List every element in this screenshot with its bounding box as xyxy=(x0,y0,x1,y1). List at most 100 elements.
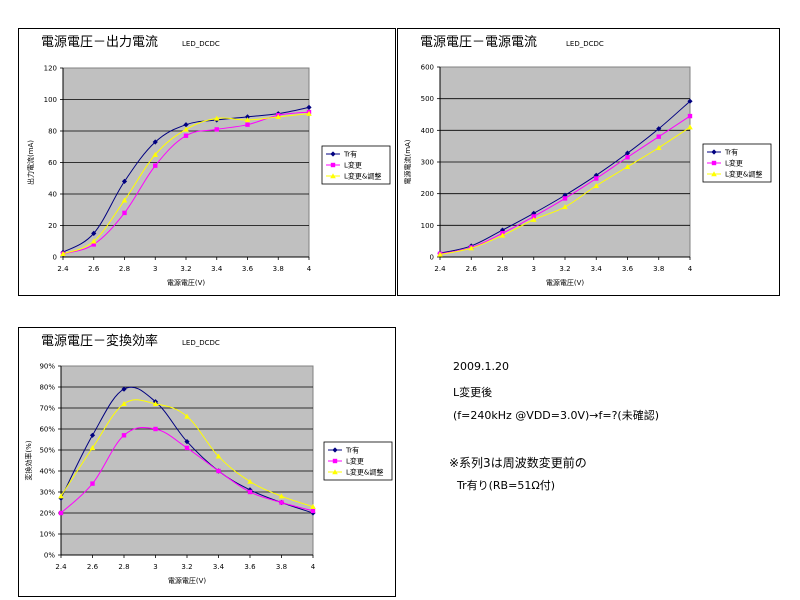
data-point xyxy=(687,113,693,119)
y-tick-label: 400 xyxy=(421,127,434,135)
legend: Tr有 L変更 L変更&調整 xyxy=(321,145,391,185)
y-tick-label: 0 xyxy=(430,254,434,262)
data-point xyxy=(215,453,222,459)
legend-swatch-marker xyxy=(332,458,338,464)
data-point xyxy=(247,478,253,484)
legend-swatch-marker xyxy=(330,151,336,157)
data-point xyxy=(275,114,282,120)
data-point xyxy=(310,508,316,514)
x-tick-label: 2.8 xyxy=(118,563,129,571)
data-point xyxy=(121,178,128,184)
y-tick-label: 50% xyxy=(39,447,55,455)
x-tick-label: 2.6 xyxy=(466,265,478,273)
x-tick-label: 3.4 xyxy=(211,265,223,273)
data-point xyxy=(58,510,64,516)
x-tick-label: 3.6 xyxy=(622,265,634,273)
legend-label: L変更&調整 xyxy=(344,172,381,181)
chart-title: 電源電圧－変換効率 xyxy=(41,333,158,349)
data-point xyxy=(278,493,285,499)
y-tick-label: 600 xyxy=(421,64,434,72)
series-3 xyxy=(437,124,693,257)
series-3 xyxy=(60,110,312,257)
data-point xyxy=(624,150,631,156)
x-tick-label: 3.6 xyxy=(242,265,254,273)
legend-label: L変更&調整 xyxy=(725,170,762,179)
legend-swatch-marker xyxy=(330,162,336,168)
note-date: 2009.1.20 xyxy=(453,360,509,373)
x-tick-label: 3.2 xyxy=(180,265,191,273)
data-point xyxy=(531,214,536,219)
data-point xyxy=(153,163,158,168)
x-tick-label: 4 xyxy=(311,563,316,571)
data-point xyxy=(152,139,158,145)
chart-subtitle: LED_DCDC xyxy=(182,339,220,347)
y-tick-label: 0% xyxy=(44,552,55,560)
data-point xyxy=(183,133,189,138)
y-tick-label: 20% xyxy=(39,510,55,518)
x-tick-label: 3.8 xyxy=(276,563,287,571)
note-line4: Tr有り(RB=51Ω付) xyxy=(457,479,556,492)
x-tick-label: 3.2 xyxy=(559,265,570,273)
data-point xyxy=(655,144,662,150)
note-line3: ※系列3は周波数変更前の xyxy=(449,456,587,470)
y-axis-label: 電源電流(mA) xyxy=(403,139,412,184)
data-point xyxy=(214,127,219,132)
note-line2: (f=240kHz @VDD=3.0V)→f=?(未確認) xyxy=(453,409,660,422)
data-point xyxy=(90,238,97,244)
legend-label: L変更&調整 xyxy=(346,468,383,477)
x-tick-label: 3.2 xyxy=(181,563,192,571)
y-axis-label: 変換効率(%) xyxy=(24,440,33,480)
x-axis-label: 電源電圧(V) xyxy=(546,278,585,287)
legend-label: L変更 xyxy=(346,457,364,466)
legend-label: Tr有 xyxy=(345,446,359,455)
y-axis-label: 出力電流(mA) xyxy=(26,140,35,185)
x-axis-label: 電源電圧(V) xyxy=(167,278,206,287)
data-point xyxy=(656,126,662,132)
data-point xyxy=(91,230,97,236)
x-tick-label: 2.4 xyxy=(57,265,69,273)
data-point xyxy=(687,124,693,130)
chart-supply-current: 電源電圧－電源電流 LED_DCDC 0 100 200 300 400 500 600 2.4 2… xyxy=(397,28,780,296)
x-axis-label: 電源電圧(V) xyxy=(168,576,207,585)
x-tick-label: 4 xyxy=(307,265,312,273)
x-tick-label: 3.8 xyxy=(273,265,284,273)
series-2 xyxy=(58,426,316,516)
x-tick-label: 3.4 xyxy=(213,563,225,571)
chart-subtitle: LED_DCDC xyxy=(182,40,220,48)
data-point xyxy=(530,216,537,222)
y-tick-label: 40% xyxy=(39,468,55,476)
y-tick-label: 0 xyxy=(53,254,57,262)
y-tick-label: 60 xyxy=(48,159,57,167)
plot-area xyxy=(60,365,314,556)
chart-svg: 電源電圧－電源電流 LED_DCDC 0 100 200 300 400 500 600 2.4 2… xyxy=(403,35,772,287)
x-tick-label: 2.8 xyxy=(497,265,508,273)
legend-swatch-marker xyxy=(711,171,717,177)
legend-label: L変更 xyxy=(725,159,743,168)
data-point xyxy=(183,122,189,128)
data-point xyxy=(60,251,66,257)
chart-title: 電源電圧－電源電流 xyxy=(420,35,537,50)
legend-swatch-marker xyxy=(711,160,717,166)
x-tick-label: 2.6 xyxy=(88,265,100,273)
data-point xyxy=(562,196,568,201)
data-point xyxy=(121,433,127,438)
legend-swatch-marker xyxy=(332,469,338,475)
y-tick-label: 30% xyxy=(39,489,55,497)
series-3 xyxy=(58,399,316,509)
chart-svg: 電源電圧－変換効率 LED_DCDC 0% 10% 20% 30% 40% 50% 60% 70%… xyxy=(24,333,393,585)
x-tick-label: 2.4 xyxy=(434,265,446,273)
data-point xyxy=(687,98,693,104)
data-point xyxy=(306,110,312,116)
data-point xyxy=(121,401,127,406)
legend-label: Tr有 xyxy=(343,150,357,159)
data-point xyxy=(184,413,190,419)
data-point xyxy=(58,493,64,499)
legend-label: L変更 xyxy=(344,161,362,170)
chart-svg: 電源電圧－出力電流 LED_DCDC 0 20 40 60 80 100 120 2.4 2.6 2.… xyxy=(26,35,391,287)
data-point xyxy=(91,242,96,247)
legend-swatch-marker xyxy=(332,447,338,453)
chart-efficiency: 電源電圧－変換効率 LED_DCDC 0% 10% 20% 30% 40% 50% 60% 70%… xyxy=(18,327,396,597)
y-tick-label: 300 xyxy=(421,159,434,167)
data-point xyxy=(624,163,631,169)
legend-label: Tr有 xyxy=(724,148,738,157)
